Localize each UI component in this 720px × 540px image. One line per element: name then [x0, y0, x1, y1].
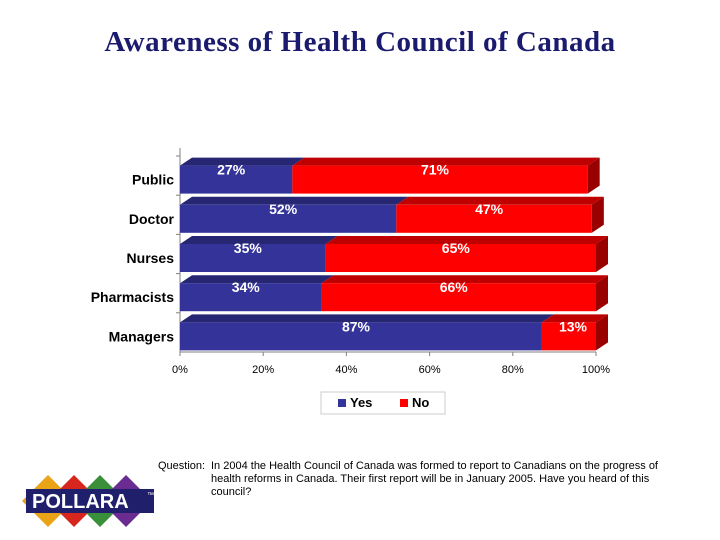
- bar-top-face: [325, 236, 608, 244]
- data-label: 65%: [442, 240, 471, 256]
- bar-front-face: [180, 322, 542, 351]
- bar-front-face: [321, 283, 596, 312]
- bar-front-face: [396, 204, 592, 233]
- survey-question: Question: In 2004 the Health Council of …: [158, 460, 678, 499]
- question-text: In 2004 the Health Council of Canada was…: [211, 460, 658, 498]
- data-label: 47%: [475, 201, 504, 217]
- category-label: Doctor: [129, 211, 175, 227]
- bar-top-face: [396, 196, 604, 205]
- pollara-logo: POLLARA ™: [22, 475, 154, 527]
- bar-top-face: [321, 275, 608, 284]
- bar-top-face: [180, 236, 338, 244]
- bar-front-face: [541, 322, 596, 351]
- category-label: Managers: [109, 328, 175, 344]
- x-tick-label: 60%: [419, 364, 441, 376]
- bar-top-face: [180, 157, 305, 166]
- page-title: Awareness of Health Council of Canada: [104, 26, 616, 58]
- bar-front-face: [180, 283, 322, 312]
- bar-no-managers: [541, 314, 608, 351]
- data-label: 35%: [234, 240, 263, 256]
- bar-front-face: [292, 165, 588, 194]
- logo-text: POLLARA: [32, 491, 129, 513]
- x-tick-label: 80%: [502, 364, 524, 376]
- category-label: Public: [132, 172, 174, 188]
- bar-front-face: [180, 165, 293, 194]
- bar-side-face: [596, 236, 608, 272]
- bar-front-face: [180, 204, 397, 233]
- question-label: Question:: [158, 460, 206, 472]
- bar-no-public: [292, 157, 600, 194]
- bar-side-face: [587, 157, 600, 194]
- data-label: 13%: [559, 318, 588, 334]
- legend-swatch-no: [400, 399, 408, 407]
- legend-label-no: No: [412, 395, 429, 410]
- bar-front-face: [325, 244, 596, 272]
- legend-box: [320, 391, 446, 415]
- bar-top-face: [180, 196, 409, 205]
- bar-top-face: [292, 157, 600, 166]
- bar-yes-managers: [180, 314, 554, 351]
- data-label: 34%: [232, 279, 261, 295]
- x-tick-label: 40%: [335, 364, 357, 376]
- bar-no-nurses: [325, 236, 608, 272]
- bar-top-face: [180, 275, 334, 284]
- bar-top-face: [180, 314, 554, 323]
- bar-side-face: [596, 275, 608, 312]
- bar-no-pharmacists: [321, 275, 608, 312]
- bar-no-doctor: [396, 196, 604, 233]
- bar-yes-pharmacists: [180, 275, 334, 312]
- x-tick-label: 20%: [252, 364, 274, 376]
- bar-side-face: [596, 314, 608, 351]
- logo-trademark: ™: [147, 492, 154, 499]
- legend-swatch-yes: [338, 399, 346, 407]
- bar-yes-doctor: [180, 196, 409, 233]
- data-label: 27%: [217, 162, 246, 178]
- x-tick-label: 0%: [172, 364, 188, 376]
- bar-yes-public: [180, 157, 305, 194]
- bar-top-face: [541, 314, 608, 323]
- stacked-bar-chart: 0% 20% 40% 60% 80% 100% Public 27% 71% Doctor 52%…: [91, 148, 610, 415]
- category-label: Nurses: [127, 250, 175, 266]
- data-label: 66%: [440, 279, 469, 295]
- category-label: Pharmacists: [91, 289, 174, 305]
- bar-yes-nurses: [180, 236, 338, 272]
- bar-front-face: [180, 244, 326, 272]
- bar-side-face: [591, 196, 604, 233]
- legend-label-yes: Yes: [350, 395, 372, 410]
- data-label: 52%: [269, 201, 298, 217]
- data-label: 87%: [342, 318, 371, 334]
- data-label: 71%: [421, 162, 450, 178]
- x-tick-label: 100%: [582, 364, 610, 376]
